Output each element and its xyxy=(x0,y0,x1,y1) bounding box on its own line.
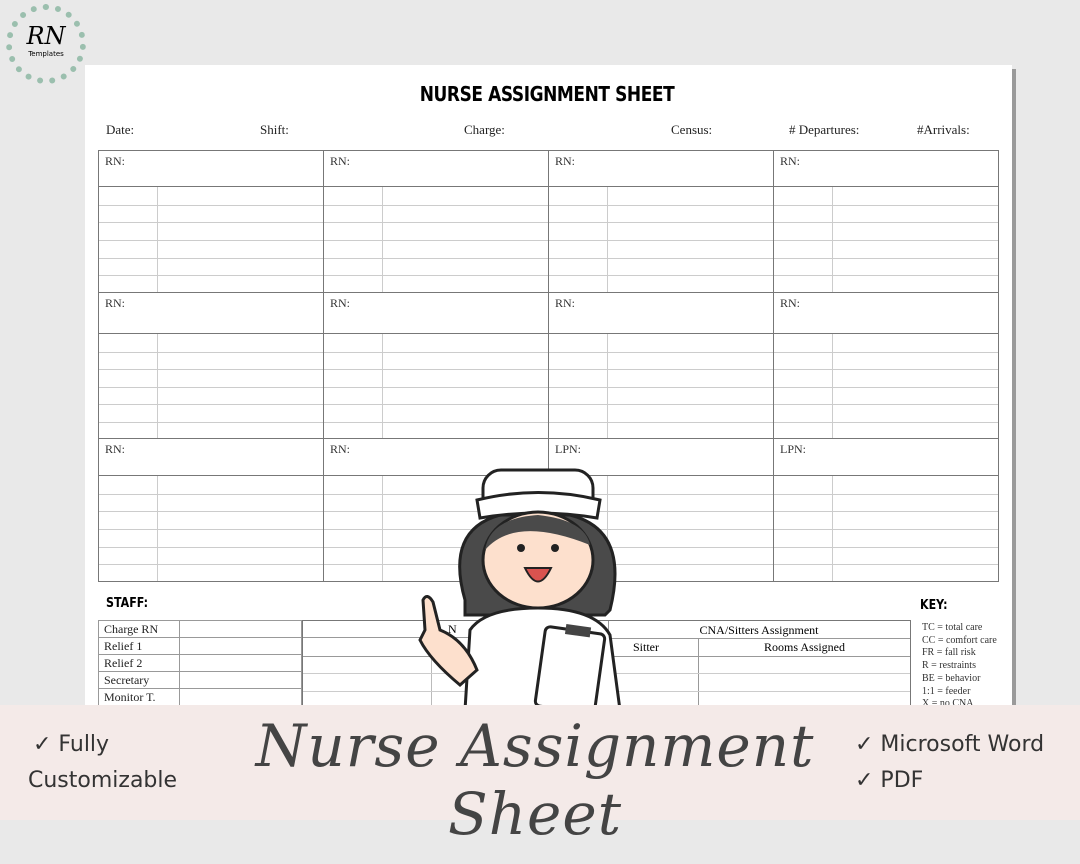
nurse-label: RN: xyxy=(330,154,351,168)
key-item: X = no CNA xyxy=(922,698,974,710)
patient-rows xyxy=(548,186,774,293)
key-item: BE = behavior xyxy=(922,672,981,684)
staff-role: Relief 2 xyxy=(98,654,180,672)
patient-rows xyxy=(548,333,774,439)
staff-name-cell[interactable] xyxy=(179,671,302,689)
nurse-label: RN: xyxy=(105,442,126,456)
field-date: Date: xyxy=(106,122,135,137)
nurse-header-cell: RN: xyxy=(548,292,774,334)
staff-role: Charge RN xyxy=(98,620,180,638)
feature-fully: ✓ Fully xyxy=(33,732,110,757)
staff-role: Monitor T. xyxy=(98,688,180,706)
patient-rows xyxy=(773,475,999,582)
staff-row: Secretary xyxy=(98,671,302,689)
cna-col-sitter: Sitter xyxy=(633,640,659,654)
nurse-label: LPN: xyxy=(555,442,582,456)
nurse-header-cell: RN: xyxy=(773,292,999,334)
nurse-label: RN: xyxy=(105,296,126,310)
nurse-header-cell: RN: xyxy=(773,150,999,187)
staff-title: STAFF: xyxy=(106,596,149,611)
patient-rows xyxy=(323,333,549,439)
feature-word: ✓ Microsoft Word xyxy=(855,732,1045,757)
patient-rows xyxy=(773,333,999,439)
staff-name-cell[interactable] xyxy=(179,654,302,672)
nurse-label: RN: xyxy=(780,154,801,168)
nurse-header-cell: RN: xyxy=(323,292,549,334)
nurse-label: RN: xyxy=(780,296,801,310)
field-departures: # Departures: xyxy=(789,122,860,137)
staff-role: Secretary xyxy=(98,671,180,689)
field-census: Census: xyxy=(671,122,713,137)
sheet-title: NURSE ASSIGNMENT SHEET xyxy=(419,82,675,106)
patient-rows xyxy=(323,186,549,293)
key-list: TC = total care CC = comfort care FR = fal… xyxy=(922,622,997,711)
banner-title: Nurse Assignment Sheet xyxy=(255,712,815,848)
cna-title: CNA/Sitters Assignment xyxy=(608,623,910,639)
staff-name-cell[interactable] xyxy=(179,688,302,706)
staff-name-cell[interactable] xyxy=(179,620,302,638)
nurse-label: LPN: xyxy=(780,442,807,456)
feature-customizable: Customizable xyxy=(28,768,178,793)
nurse-header-cell: RN: xyxy=(98,150,324,187)
key-item: FR = fall risk xyxy=(922,647,976,659)
nurse-label: RN: xyxy=(330,442,351,456)
cna-left-header: N xyxy=(448,622,457,636)
staff-table: Charge RN Relief 1 Relief 2 Secretary Monito… xyxy=(98,620,302,706)
logo-sub: Templates xyxy=(28,50,64,58)
field-charge: Charge: xyxy=(464,122,505,137)
patient-rows xyxy=(98,475,324,582)
feature-pdf: ✓ PDF xyxy=(855,768,924,793)
nurse-header-cell: LPN: xyxy=(773,438,999,476)
logo-text: RN xyxy=(26,22,66,50)
field-arrivals: #Arrivals: xyxy=(917,122,970,137)
key-item: TC = total care xyxy=(922,622,983,633)
nurse-label: RN: xyxy=(330,296,351,310)
cna-col-rooms: Rooms Assigned xyxy=(763,640,845,654)
nurse-label: RN: xyxy=(555,296,576,310)
key-title: KEY: xyxy=(920,598,948,613)
nurse-header-cell: RN: xyxy=(323,150,549,187)
logo: RN Templates xyxy=(6,4,86,84)
nurse-header-cell: RN: xyxy=(548,150,774,187)
staff-name-cell[interactable] xyxy=(179,637,302,655)
field-shift: Shift: xyxy=(260,122,289,137)
patient-rows xyxy=(773,186,999,293)
key-item: 1:1 = feeder xyxy=(922,685,971,697)
patient-rows xyxy=(98,186,324,293)
staff-row: Relief 2 xyxy=(98,654,302,672)
promo-banner xyxy=(0,705,1080,820)
nurse-illustration xyxy=(418,468,622,715)
staff-row: Relief 1 xyxy=(98,637,302,655)
staff-role: Relief 1 xyxy=(98,637,180,655)
staff-row: Charge RN xyxy=(98,620,302,638)
nurse-label: RN: xyxy=(555,154,576,168)
nurse-header-cell: LPN: xyxy=(548,438,774,476)
nurse-label: RN: xyxy=(105,154,126,168)
key-item: CC = comfort care xyxy=(922,634,997,646)
patient-rows xyxy=(98,333,324,439)
nurse-header-cell: RN: xyxy=(98,292,324,334)
staff-row: Monitor T. xyxy=(98,688,302,706)
key-item: R = restraints xyxy=(922,660,976,672)
nurse-header-cell: RN: xyxy=(98,438,324,476)
